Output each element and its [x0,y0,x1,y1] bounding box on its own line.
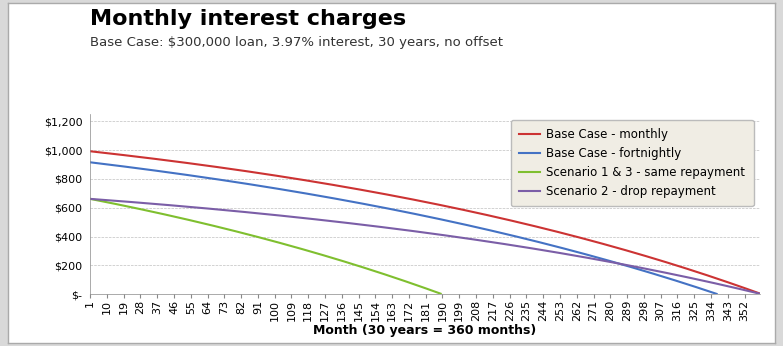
Line: Scenario 2 - drop repayment: Scenario 2 - drop repayment [90,199,760,294]
Line: Scenario 1 & 3 - same repayment: Scenario 1 & 3 - same repayment [90,199,441,294]
Base Case - fortnightly [431,216,440,220]
Base Case - fortnightly [85,160,95,164]
Base Case - fortnightly [280,188,289,192]
Text: Monthly interest charges: Monthly interest charges [90,9,406,29]
Scenario 2 - drop repayment [168,203,177,208]
Base Case - monthly [319,181,328,185]
Scenario 2 - drop repayment [755,292,764,296]
Base Case - fortnightly [583,253,593,257]
Base Case - monthly [307,179,316,183]
Scenario 1 & 3 - same repayment [218,226,227,230]
Base Case - fortnightly [563,247,572,252]
Base Case - monthly [285,176,294,180]
Base Case - fortnightly [576,251,585,255]
Text: Base Case: $300,000 loan, 3.97% interest, 30 years, no offset: Base Case: $300,000 loan, 3.97% interest… [90,36,503,49]
Scenario 2 - drop repayment [285,215,294,219]
Scenario 1 & 3 - same repayment [348,262,358,266]
Base Case - monthly [755,291,764,295]
X-axis label: Month (30 years = 360 months): Month (30 years = 360 months) [313,324,536,337]
Line: Base Case - monthly: Base Case - monthly [90,151,760,293]
Line: Base Case - fortnightly: Base Case - fortnightly [90,162,716,294]
Base Case - fortnightly [712,292,721,296]
Scenario 1 & 3 - same repayment [85,197,95,201]
Base Case - monthly [85,149,95,153]
Scenario 2 - drop repayment [307,217,316,221]
Scenario 1 & 3 - same repayment [154,211,164,215]
Scenario 2 - drop repayment [717,283,727,287]
Scenario 2 - drop repayment [319,218,328,222]
Scenario 1 & 3 - same repayment [141,208,150,212]
Base Case - monthly [378,192,388,196]
Scenario 1 & 3 - same repayment [316,253,326,257]
Scenario 1 & 3 - same repayment [436,292,446,296]
Base Case - monthly [717,278,727,282]
Scenario 2 - drop repayment [378,225,388,229]
Base Case - fortnightly [99,162,108,166]
Legend: Base Case - monthly, Base Case - fortnightly, Scenario 1 & 3 - same repayment, S: Base Case - monthly, Base Case - fortnig… [511,120,753,206]
Base Case - monthly [168,159,177,163]
Scenario 1 & 3 - same repayment [361,266,370,270]
Scenario 2 - drop repayment [85,197,95,201]
